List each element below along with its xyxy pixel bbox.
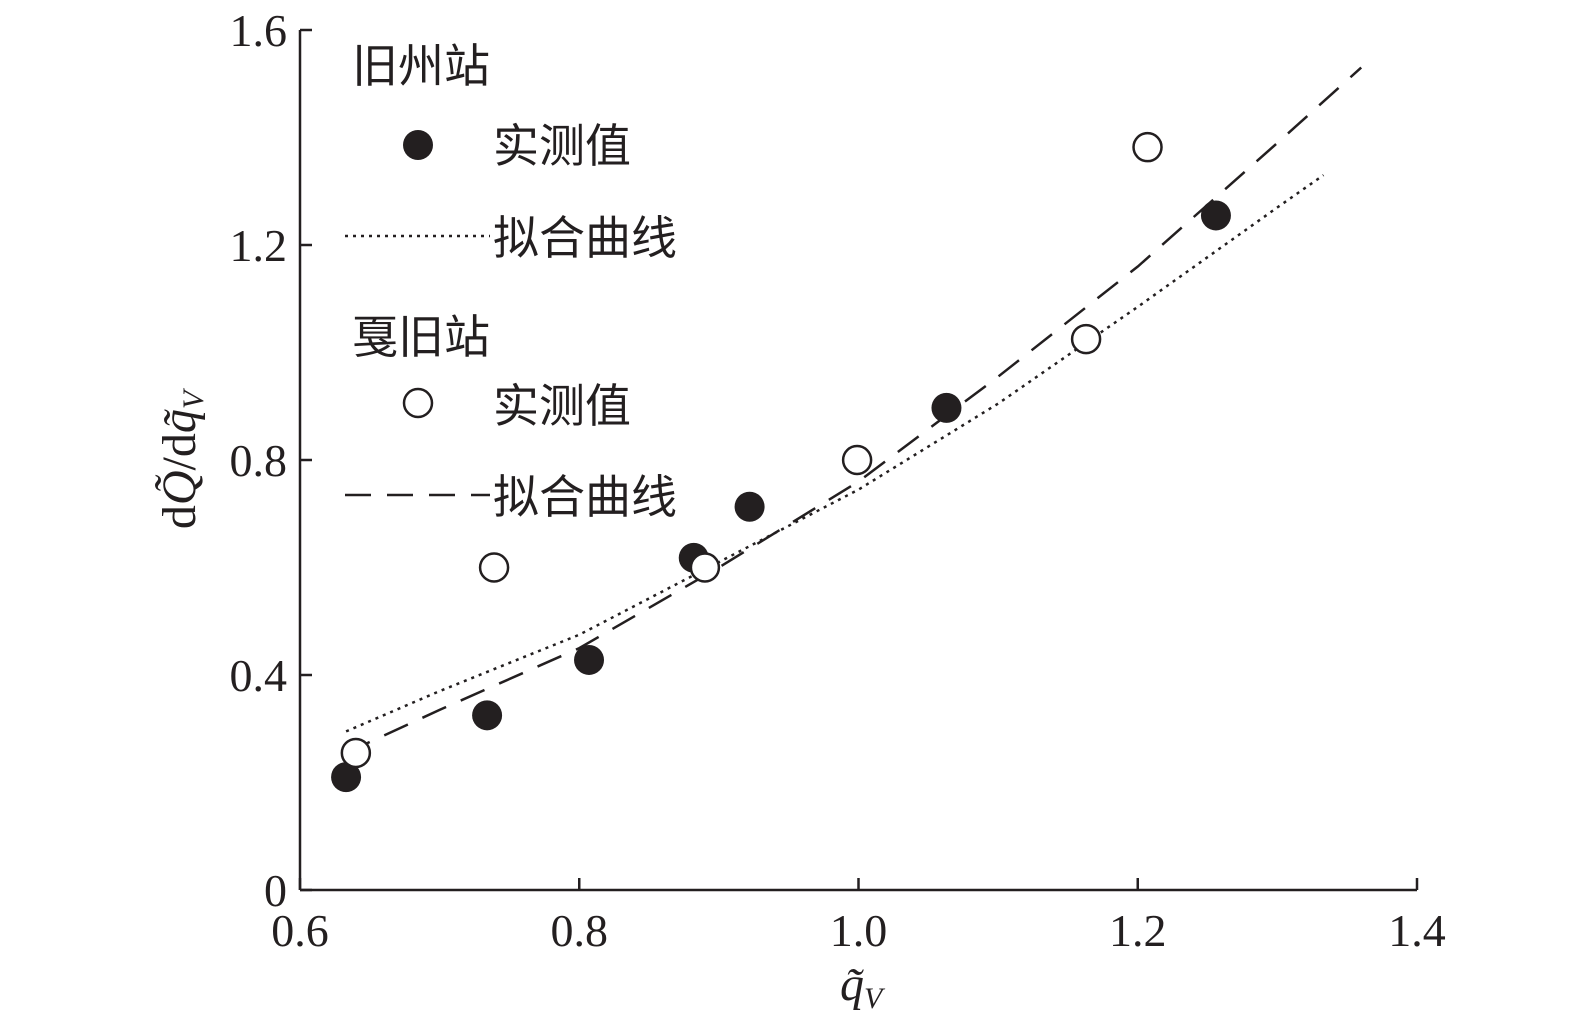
fit-line-dashed <box>345 66 1363 755</box>
x-tick-label: 1.0 <box>830 905 888 956</box>
y-ticks: 0 0.4 0.8 1.2 1.6 <box>230 5 312 916</box>
legend-filled-circle-marker <box>403 130 433 160</box>
legend-group1-fit-label: 拟合曲线 <box>493 211 677 265</box>
data-point-filled <box>574 644 605 675</box>
data-point-open <box>689 552 721 583</box>
y-tick-label: 1.6 <box>230 5 288 56</box>
legend-group2-measured-label: 实测值 <box>493 379 631 433</box>
y-tick-label: 1.2 <box>230 220 288 271</box>
x-tick-label: 0.6 <box>271 905 329 956</box>
y-tick-label: 0 <box>264 865 287 916</box>
data-point-open <box>1132 131 1163 163</box>
data-point-filled <box>734 491 765 522</box>
data-point-filled <box>331 762 362 793</box>
legend-group1-title: 旧州站 <box>352 39 490 93</box>
legend-group1-measured-label: 实测值 <box>493 119 631 173</box>
x-ticks: 0.6 0.8 1.0 1.2 1.4 <box>271 878 1446 956</box>
y-tick-label: 0.8 <box>230 435 288 486</box>
data-point-open <box>340 737 372 769</box>
legend: 旧州站 实测值 拟合曲线 戛旧站 实测值 拟合曲线 <box>345 39 677 524</box>
data-point-open <box>841 444 873 476</box>
x-axis-title: q̃V <box>840 958 886 1015</box>
data-point-open <box>478 552 510 583</box>
legend-group2-fit-label: 拟合曲线 <box>493 470 677 524</box>
x-tick-label: 1.2 <box>1109 905 1167 956</box>
data-point-filled <box>931 392 962 423</box>
x-tick-label: 0.8 <box>551 905 609 956</box>
y-tick-label: 0.4 <box>230 650 288 701</box>
data-point-open <box>1070 323 1102 355</box>
data-point-filled <box>472 700 503 731</box>
legend-group2-title: 戛旧站 <box>352 310 490 364</box>
legend-open-circle-marker <box>402 387 434 419</box>
data-point-filled <box>1200 200 1231 231</box>
y-axis-title: dQ̃/dq̃V <box>153 387 210 529</box>
x-tick-label: 1.4 <box>1388 905 1446 956</box>
fit-line-dotted <box>345 174 1325 733</box>
fit-lines <box>345 66 1363 755</box>
markers <box>331 131 1231 793</box>
